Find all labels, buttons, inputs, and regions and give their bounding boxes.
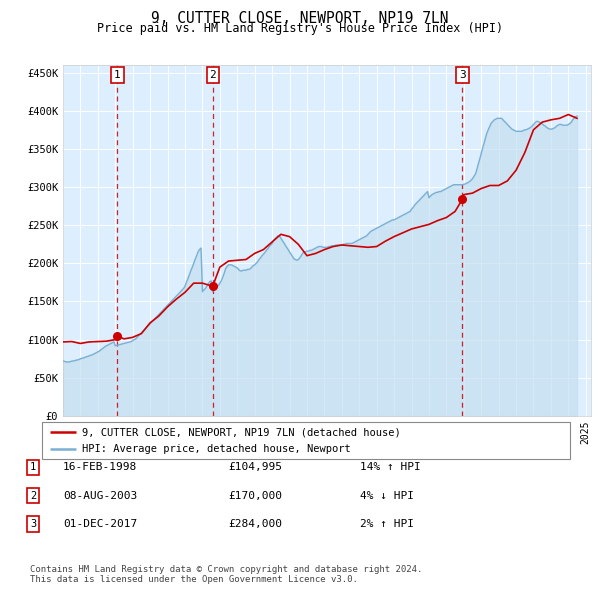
Text: 1: 1 — [114, 70, 121, 80]
Text: 1: 1 — [30, 463, 36, 472]
Text: 08-AUG-2003: 08-AUG-2003 — [63, 491, 137, 500]
FancyBboxPatch shape — [42, 422, 570, 459]
Text: HPI: Average price, detached house, Newport: HPI: Average price, detached house, Newp… — [82, 444, 350, 454]
Text: £104,995: £104,995 — [228, 463, 282, 472]
Text: 3: 3 — [459, 70, 466, 80]
Text: 01-DEC-2017: 01-DEC-2017 — [63, 519, 137, 529]
Text: £284,000: £284,000 — [228, 519, 282, 529]
Text: 14% ↑ HPI: 14% ↑ HPI — [360, 463, 421, 472]
Text: Price paid vs. HM Land Registry's House Price Index (HPI): Price paid vs. HM Land Registry's House … — [97, 22, 503, 35]
Text: Contains HM Land Registry data © Crown copyright and database right 2024.
This d: Contains HM Land Registry data © Crown c… — [30, 565, 422, 584]
Text: £170,000: £170,000 — [228, 491, 282, 500]
Text: 9, CUTTER CLOSE, NEWPORT, NP19 7LN (detached house): 9, CUTTER CLOSE, NEWPORT, NP19 7LN (deta… — [82, 427, 400, 437]
Text: 9, CUTTER CLOSE, NEWPORT, NP19 7LN: 9, CUTTER CLOSE, NEWPORT, NP19 7LN — [151, 11, 449, 25]
Text: 3: 3 — [30, 519, 36, 529]
Text: 4% ↓ HPI: 4% ↓ HPI — [360, 491, 414, 500]
Text: 2: 2 — [209, 70, 216, 80]
Text: 2: 2 — [30, 491, 36, 500]
Text: 16-FEB-1998: 16-FEB-1998 — [63, 463, 137, 472]
Text: 2% ↑ HPI: 2% ↑ HPI — [360, 519, 414, 529]
